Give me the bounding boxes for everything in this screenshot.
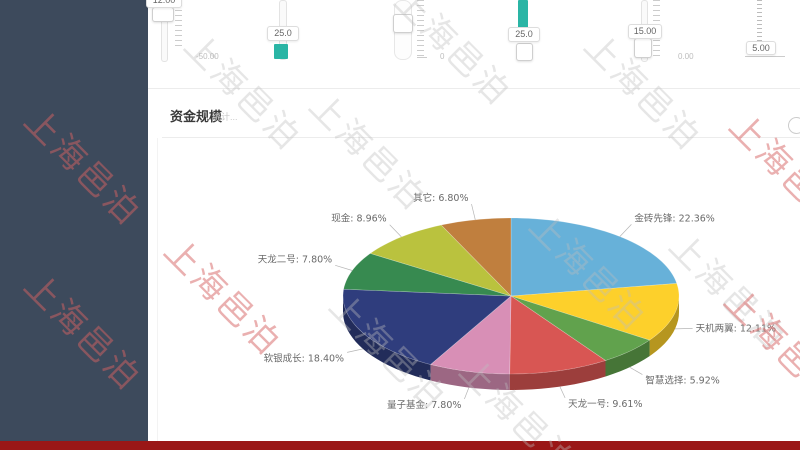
pie-label-leader (347, 348, 364, 353)
pie-slice-wall (605, 340, 650, 377)
pie-slice-wall (649, 296, 679, 357)
pie-slice-6[interactable] (343, 253, 512, 297)
pie-slice-wall (430, 364, 510, 390)
slider2-handle[interactable] (274, 44, 288, 59)
header-divider (162, 137, 800, 138)
pie-label: 金砖先锋: 22.36% (634, 212, 714, 224)
pie-label-leader (389, 224, 402, 238)
slider1-handle[interactable] (152, 7, 174, 22)
slider6-value-box: 5.00 (746, 41, 776, 55)
slider5-handle[interactable] (634, 38, 652, 58)
section-title: 资金规模 (170, 109, 223, 124)
pie-chart-svg: 金砖先锋: 22.36% 天机两翼: 12.11% 智慧选择: 5.92%天龙一号:… (258, 192, 776, 411)
pie-slice-3[interactable] (509, 295, 607, 375)
slider5-min-label: 0.00 (678, 52, 694, 61)
pie-chart-panel: 金砖先锋: 22.36% 天机两翼: 12.11% 智慧选择: 5.92% 天龙一号:… (150, 130, 800, 430)
pie-label: 天龙一号: 9.61% (568, 398, 642, 410)
pie-slice-7[interactable] (369, 224, 512, 297)
pie-slice-wall (343, 296, 431, 381)
pie-label-leader (471, 204, 476, 220)
slider5-value-box: 15.00 (628, 24, 662, 39)
pie-label-leader (335, 264, 353, 271)
panel-border (157, 138, 158, 441)
pie-label: 智慧选择: 5.92% (645, 375, 719, 387)
slider1-min-label: -50.00 (196, 52, 219, 61)
slider1-ticks (175, 0, 182, 50)
pie-label: 软银成长: 18.40% (264, 352, 344, 364)
pie-label-leader (559, 386, 566, 399)
slider6-ticks (757, 0, 762, 44)
pie-slice-4[interactable] (429, 295, 512, 375)
top-divider (148, 88, 800, 89)
slider3-min-label: 0 (440, 52, 445, 61)
slider4-value-box: 25.0 (508, 27, 540, 42)
pie-label: 量子基金: 7.80% (387, 399, 461, 411)
pie-label: 天机两翼: 12.11% (696, 322, 776, 334)
slider1-value-box: 12.00 (146, 0, 182, 8)
pie-slice-wall (509, 360, 606, 390)
pie-label: 现金: 8.96% (331, 213, 386, 225)
slider3-ticks (417, 0, 424, 57)
pie-slice-0[interactable] (510, 217, 678, 297)
bottom-status-bar (0, 441, 800, 450)
pie-slice-5[interactable] (342, 288, 512, 365)
pie-label-leader (674, 328, 693, 330)
pie-label: 其它: 6.80% (413, 192, 468, 204)
pie-label-leader (629, 366, 643, 375)
info-icon[interactable] (788, 117, 800, 134)
pie-slice-2[interactable] (510, 295, 651, 361)
sidebar (0, 0, 148, 441)
slider4-fill (518, 0, 528, 28)
pie-slice-1[interactable] (510, 283, 680, 341)
slider3-axis-line (417, 57, 427, 58)
slider6-track[interactable] (745, 56, 785, 57)
pie-label-leader (464, 387, 470, 400)
section-subtitle: 统计... (212, 112, 238, 122)
pie-slice-8[interactable] (440, 217, 512, 297)
slider3-handle[interactable] (393, 14, 413, 33)
slider4-handle[interactable] (516, 43, 533, 61)
pie-label: 天龙二号: 7.80% (258, 253, 332, 265)
pie-label-leader (619, 224, 632, 237)
slider2-value-box: 25.0 (267, 26, 299, 41)
